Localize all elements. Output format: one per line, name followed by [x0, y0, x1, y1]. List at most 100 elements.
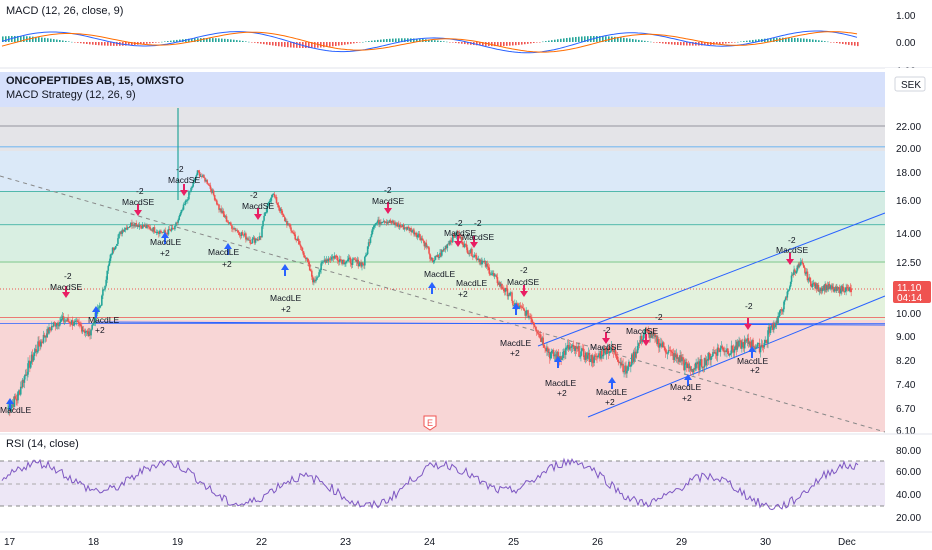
candle-body: [301, 247, 304, 252]
candle-body: [645, 328, 648, 330]
candle-body: [484, 260, 487, 267]
candle-body: [432, 261, 435, 263]
macd-hist-bar: [491, 42, 493, 47]
candle-body: [716, 347, 719, 356]
channel-lower-line[interactable]: [587, 295, 886, 418]
macd-hist-bar: [113, 42, 115, 46]
candle-body: [586, 355, 589, 359]
candle-body: [778, 310, 781, 317]
candle-body: [203, 175, 205, 178]
candle-body: [121, 229, 124, 234]
candle-body: [379, 222, 381, 225]
candle-body: [770, 325, 773, 328]
macd-hist-bar: [482, 42, 484, 46]
macd-hist-bar: [719, 42, 721, 45]
macd-hist-bar: [383, 39, 385, 42]
candle-body: [619, 362, 621, 364]
candle-body: [82, 330, 85, 331]
candle-body: [708, 352, 710, 355]
macd-hist-bar: [449, 42, 451, 43]
candle-body: [29, 360, 31, 368]
candle-body: [510, 292, 512, 294]
price-tick: 16.00: [896, 196, 921, 207]
rsi-tick-40: 40.00: [896, 490, 921, 501]
candle-body: [445, 245, 448, 249]
candle-body: [106, 270, 108, 280]
candle-body: [282, 214, 285, 217]
candle-body: [62, 316, 65, 322]
candle-body: [70, 323, 72, 325]
candle-body: [348, 257, 351, 259]
candle-body: [650, 332, 652, 338]
candle-body: [784, 300, 786, 302]
candle-body: [670, 350, 673, 352]
macd-hist-bar: [767, 38, 769, 42]
signal-label: MacdSE: [122, 197, 154, 207]
currency-box[interactable]: [894, 76, 926, 92]
candle-body: [247, 238, 249, 241]
macd-hist-bar: [671, 42, 673, 45]
candle-body: [818, 290, 821, 292]
candle-body: [119, 231, 121, 234]
candle-body: [453, 236, 456, 238]
macd-hist-bar: [626, 38, 628, 42]
rsi-tick-60: 60.00: [896, 467, 921, 478]
candle-body: [548, 352, 550, 353]
candle-body: [374, 223, 377, 226]
candle-body: [813, 282, 815, 285]
candle-body: [756, 346, 758, 348]
candle-body: [492, 273, 495, 276]
candle-body: [847, 288, 850, 291]
macd-hist-bar: [107, 42, 109, 46]
macd-hist-bar: [734, 42, 736, 43]
candle-body: [384, 221, 387, 223]
support-line[interactable]: [94, 321, 886, 326]
candle-body: [320, 263, 322, 271]
candle-body: [368, 242, 371, 244]
candle-body: [826, 285, 829, 289]
macd-hist-bar: [596, 35, 598, 42]
candle-body: [340, 259, 342, 260]
candle-body: [260, 236, 262, 238]
macd-hist-bar: [377, 39, 379, 42]
candle-body: [535, 329, 538, 332]
macd-hist-bar: [677, 42, 679, 45]
time-axis[interactable]: 17 18 19 22 23 24 25 26 29 30 Dec: [4, 537, 856, 548]
candle-body: [618, 361, 621, 363]
candle-body: [674, 353, 677, 358]
candle-body: [660, 343, 662, 346]
candle-body: [170, 227, 173, 231]
candle-body: [602, 347, 605, 356]
candle-body: [747, 338, 750, 344]
rsi-panel[interactable]: RSI (14, close) 80.00 60.00 40.00 20.00: [0, 438, 921, 524]
candle-body: [255, 238, 258, 241]
candle-body: [793, 269, 795, 275]
signal-label: -2: [745, 301, 753, 311]
candle-body: [675, 354, 678, 358]
macd-hist-bar: [683, 42, 685, 46]
macd-hist-bar: [53, 39, 55, 42]
candle-body: [272, 194, 275, 195]
macd-hist-bar: [518, 42, 520, 45]
candle-body: [532, 322, 535, 326]
price-axis[interactable]: 22.00 20.00 18.00 16.00 14.00 12.50 10.00 9.00 8…: [885, 68, 932, 437]
candle-body: [334, 255, 337, 257]
candle-body: [242, 234, 245, 236]
dashed-trendline[interactable]: [0, 175, 886, 433]
earnings-marker[interactable]: E: [423, 415, 437, 431]
candle-body: [573, 347, 576, 351]
time-axis-label: Dec: [838, 537, 856, 548]
candle-body: [365, 254, 368, 256]
candle-body: [317, 276, 319, 278]
candle-body: [422, 240, 425, 242]
earnings-icon[interactable]: [423, 415, 437, 431]
candle-body: [737, 341, 739, 347]
macd-hist-bar: [23, 36, 25, 42]
candle-body: [566, 344, 569, 348]
macd-hist-bar: [311, 42, 313, 48]
candle-body: [655, 335, 657, 338]
candle-body: [234, 228, 236, 231]
signal-label: -2: [250, 190, 258, 200]
candle-body: [503, 291, 506, 292]
